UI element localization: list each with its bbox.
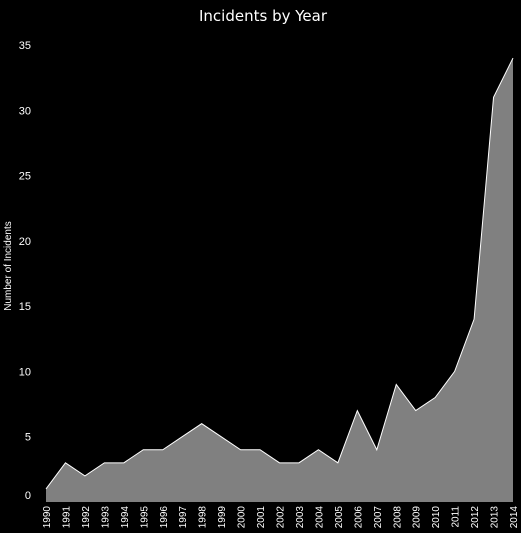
x-axis: 1990 1991 1992 1993 1994 1995 1996 1997 1998 1999… [42, 506, 520, 529]
y-tick-label: 35 [19, 40, 31, 52]
x-tick-label: 1993 [100, 506, 111, 529]
y-tick-label: 30 [19, 105, 31, 117]
x-tick-label: 2013 [490, 506, 501, 529]
y-tick-label: 10 [19, 366, 31, 378]
x-tick-label: 2011 [451, 506, 462, 528]
chart-title: Incidents by Year [199, 7, 328, 25]
x-tick-label: 2008 [392, 506, 403, 529]
x-tick-label: 1992 [81, 506, 92, 529]
y-tick-label: 5 [25, 432, 31, 444]
y-tick-label: 0 [25, 490, 31, 502]
y-tick-label: 25 [19, 171, 31, 183]
x-tick-label: 2006 [353, 506, 364, 529]
x-tick-label: 1996 [159, 506, 170, 529]
y-axis-label: Number of Incidents [3, 221, 14, 311]
x-tick-label: 1999 [217, 506, 228, 529]
x-tick-label: 2002 [276, 506, 287, 529]
x-tick-label: 2010 [431, 506, 442, 529]
x-tick-label: 2003 [295, 506, 306, 529]
y-tick-label: 15 [19, 301, 31, 313]
y-tick-label: 20 [19, 236, 31, 248]
x-tick-label: 1991 [61, 506, 72, 529]
x-tick-label: 2001 [256, 506, 267, 529]
x-tick-label: 2009 [412, 506, 423, 529]
x-tick-label: 2000 [237, 506, 248, 529]
x-tick-label: 1995 [139, 506, 150, 529]
area-fill [46, 58, 513, 503]
x-tick-label: 2004 [314, 506, 325, 529]
series-area [45, 57, 514, 503]
x-tick-label: 1997 [178, 506, 189, 529]
x-tick-label: 1998 [198, 506, 209, 529]
x-tick-label: 1990 [42, 506, 53, 529]
y-axis: 0 5 10 15 20 25 30 35 [19, 40, 31, 502]
x-tick-label: 2014 [509, 506, 520, 529]
x-tick-label: 2007 [373, 506, 384, 529]
x-tick-label: 2005 [334, 506, 345, 529]
x-tick-label: 1994 [120, 506, 131, 529]
x-tick-label: 2012 [470, 506, 481, 529]
